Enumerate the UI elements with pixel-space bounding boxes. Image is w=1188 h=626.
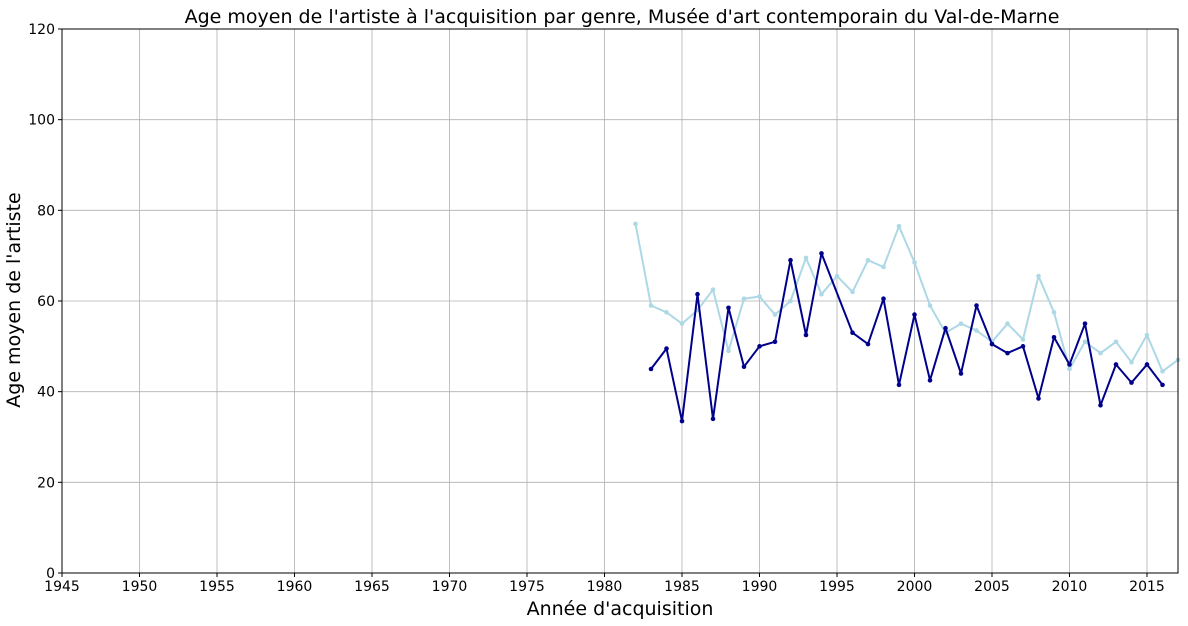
series-2-point [912, 312, 917, 317]
series-line-1 [634, 223, 1179, 373]
series-1-point [1067, 366, 1072, 372]
y-tick-label: 100 [28, 113, 55, 129]
x-tick-label: 1955 [199, 579, 235, 595]
series-1-point [819, 291, 824, 297]
x-tick-label: 1945 [44, 579, 80, 595]
series-2-point [803, 332, 809, 338]
series-1-point [710, 287, 716, 292]
series-2-point [741, 364, 747, 370]
series-2-point [1129, 380, 1134, 385]
series-1-point [757, 294, 762, 299]
series-1-point [865, 257, 871, 263]
series-2-point [757, 344, 762, 349]
series-1-point [834, 273, 840, 279]
series-2-point [896, 382, 902, 388]
series-1-point [881, 264, 886, 270]
x-tick-label: 2010 [1052, 579, 1088, 595]
series-2-point [679, 418, 685, 424]
y-tick-label: 60 [37, 294, 55, 310]
series-2-point [1020, 344, 1026, 349]
series-2-point [865, 341, 871, 347]
series-1-point [1144, 332, 1150, 338]
series-2-point [772, 339, 778, 345]
series-2-point [881, 296, 886, 302]
series-group [633, 221, 1181, 424]
y-tick-label: 40 [37, 385, 55, 401]
series-2-point [974, 303, 979, 308]
x-tick-label: 1990 [742, 579, 778, 595]
series-1-point [1020, 337, 1026, 342]
series-line-2 [650, 252, 1164, 423]
series-1-point [803, 255, 809, 261]
series-2-point [664, 346, 669, 351]
x-tick-label: 2005 [974, 579, 1010, 595]
x-tick-label: 1975 [509, 579, 545, 595]
series-1-point [912, 260, 917, 265]
series-1-point [896, 223, 902, 229]
y-tick-label: 120 [28, 22, 55, 38]
series-1-point [726, 348, 731, 354]
x-tick-label: 2000 [897, 579, 933, 595]
grid-lines [61, 28, 1178, 574]
x-tick-label: 2015 [1129, 579, 1165, 595]
series-2-point [648, 366, 654, 372]
x-tick-label: 1985 [664, 579, 700, 595]
series-2-point [1113, 362, 1119, 367]
series-2-point [850, 330, 855, 336]
series-2-point [1160, 382, 1165, 388]
series-2-point [1051, 334, 1057, 340]
series-1-point [958, 321, 964, 326]
x-tick-label: 1965 [354, 579, 390, 595]
series-2-point [958, 371, 964, 376]
series-1-point [1005, 321, 1010, 326]
series-1-point [679, 321, 685, 326]
series-2-point [943, 325, 948, 331]
series-2-point [726, 305, 731, 311]
x-tick-label: 1950 [122, 579, 158, 595]
tick-labels: 1945 1950 1955 1960 1965 1970 1975 1980 1985 1990… [28, 22, 1165, 595]
x-tick-label: 1995 [819, 579, 855, 595]
series-1-point [1160, 368, 1165, 374]
series-1-point [850, 289, 855, 295]
x-tick-label: 1980 [587, 579, 623, 595]
series-1-point [927, 303, 933, 308]
series-1-point [1113, 339, 1119, 345]
chart-title: Age moyen de l'artiste à l'acquisition p… [184, 6, 1060, 28]
x-tick-label: 1970 [432, 579, 468, 595]
series-1-point [633, 221, 638, 227]
series-1-point [1129, 359, 1134, 365]
series-1-point [974, 328, 979, 333]
series-2-point [989, 341, 995, 347]
series-1-point [741, 296, 747, 302]
x-tick-label: 1960 [277, 579, 313, 595]
series-2-point [1082, 321, 1088, 326]
series-2-point [695, 291, 700, 297]
y-tick-label: 20 [37, 475, 55, 491]
series-1-point [1082, 339, 1088, 345]
series-1-point [788, 298, 793, 304]
series-2-point [1144, 362, 1150, 367]
series-2-point [1005, 350, 1010, 356]
series-1-point [772, 312, 778, 317]
y-tick-label: 80 [37, 203, 55, 219]
series-1-point [648, 303, 654, 308]
series-2-point [1067, 362, 1072, 367]
series-2-point [819, 251, 824, 256]
x-axis-label: Année d'acquisition [526, 598, 714, 620]
series-2-point [927, 378, 933, 383]
series-2-point [710, 416, 716, 422]
series-1-point [664, 310, 669, 315]
y-axis-label: Age moyen de l'artiste [3, 192, 25, 408]
series-2-point [1036, 396, 1041, 401]
series-1-point [1036, 273, 1041, 279]
series-1-point [1098, 350, 1103, 356]
y-tick-label: 0 [46, 566, 55, 582]
series-2-point [788, 257, 793, 263]
series-1-point [1051, 310, 1057, 315]
series-2-point [1098, 402, 1103, 408]
